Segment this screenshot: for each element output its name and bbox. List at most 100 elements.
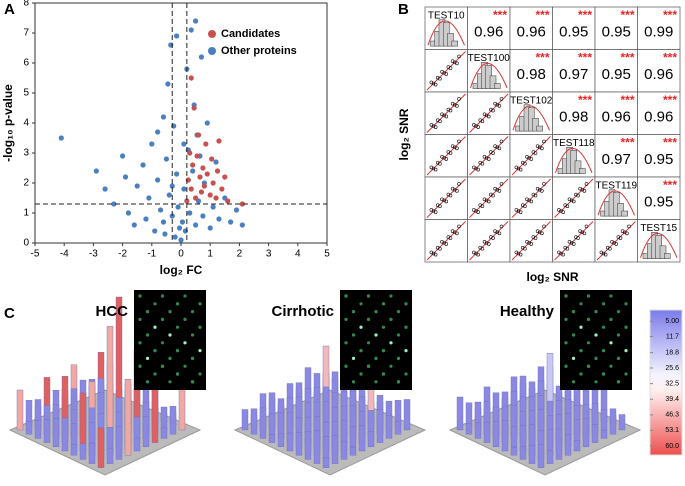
scatter-dot [457, 182, 461, 186]
point [222, 174, 228, 180]
scatter-dot [497, 104, 502, 108]
scatter-dot [527, 198, 531, 203]
histogram-bar [574, 160, 582, 174]
array-spot [344, 317, 348, 321]
array-spot [183, 364, 187, 368]
bar-3d [106, 326, 114, 439]
point [160, 114, 167, 120]
array-spot [616, 310, 621, 314]
scatter-dot [620, 229, 625, 233]
array-spot [389, 294, 393, 298]
scatter-dot [493, 101, 497, 106]
scatter-dot [514, 250, 519, 255]
scatter-dot [450, 144, 455, 148]
scatter-dot [574, 192, 578, 197]
bar-3d [268, 413, 276, 435]
point [172, 234, 178, 240]
array-spot [564, 364, 568, 368]
scatter-dot [446, 192, 451, 197]
correlation-value: 0.97 [602, 151, 631, 168]
scatter-dot [580, 230, 585, 235]
colorbar-label: 39.4 [665, 396, 679, 403]
bar-3d [160, 427, 168, 439]
bar-3d [600, 430, 608, 439]
scatter-dot [478, 160, 483, 165]
point [228, 219, 234, 225]
scatter-dot [440, 112, 444, 117]
histogram-bar [617, 203, 624, 217]
array-spot [571, 310, 576, 314]
scatter-dot [608, 246, 612, 251]
y-tick-label: 4 [23, 118, 29, 129]
scatter-dot [450, 59, 455, 63]
scatter-dot [429, 250, 434, 255]
bar-3d [367, 431, 375, 447]
point [149, 141, 155, 147]
array-spot [175, 349, 180, 353]
array-spot [616, 356, 621, 360]
array-spot [145, 333, 150, 337]
bar-3d [591, 424, 599, 443]
scatter-dot [480, 161, 485, 166]
point [181, 186, 187, 192]
group-label: Cirrhotic [271, 303, 334, 320]
point [191, 105, 197, 111]
scatter-dot [482, 112, 487, 117]
scatter-dot [433, 167, 438, 172]
scatter-dot [529, 242, 534, 246]
array-spot [168, 380, 172, 384]
bar-3d [564, 434, 572, 456]
array-spot [389, 341, 393, 345]
scatter-dot [569, 198, 574, 203]
variable-name: TEST100 [468, 53, 511, 64]
bar-3d [52, 418, 60, 447]
scatter-dot [491, 108, 495, 113]
y-tick-label: 5 [23, 88, 29, 99]
scatter-dot [438, 246, 442, 251]
scatter-dot [455, 61, 459, 66]
scatter-dot [455, 146, 459, 151]
scatter-dot [529, 199, 534, 204]
array-spot [359, 372, 363, 376]
correlation-value: 0.97 [559, 66, 588, 83]
scatter-dot [578, 229, 582, 233]
significance: *** [578, 93, 592, 107]
point [213, 195, 219, 201]
panel-label: A [4, 1, 15, 18]
scatter-dot [450, 186, 455, 191]
scatter-dot [610, 240, 614, 244]
array-spot [198, 302, 202, 306]
scatter-dot [435, 75, 440, 80]
array-spot [190, 380, 195, 384]
array-spot [564, 294, 568, 298]
microarray-image [134, 290, 206, 390]
scatter-dot [478, 203, 483, 207]
scatter-dot [440, 197, 444, 202]
scatter-dot [542, 182, 546, 186]
point [216, 138, 222, 144]
scatter-dot [486, 157, 491, 161]
scatter-dot [625, 231, 629, 236]
point [93, 168, 99, 174]
scatter-dot [499, 97, 504, 101]
scatter-dot [495, 187, 500, 192]
array-spot [198, 325, 202, 329]
correlation-value: 0.98 [517, 66, 546, 83]
point [179, 219, 186, 225]
bar-3d [403, 399, 411, 431]
significance: *** [663, 51, 677, 65]
histogram-bar [621, 210, 628, 217]
bar-3d [474, 422, 482, 439]
scatter-dot [489, 107, 493, 112]
scatter-dot [457, 139, 461, 144]
point [181, 141, 187, 147]
scatter-dot [569, 241, 574, 245]
point [210, 180, 216, 186]
point [176, 225, 183, 231]
array-spot [586, 294, 591, 298]
point [213, 159, 219, 165]
significance: *** [620, 8, 634, 22]
scatter-dot [497, 146, 502, 151]
array-spot [175, 302, 180, 306]
array-spot [198, 372, 202, 376]
